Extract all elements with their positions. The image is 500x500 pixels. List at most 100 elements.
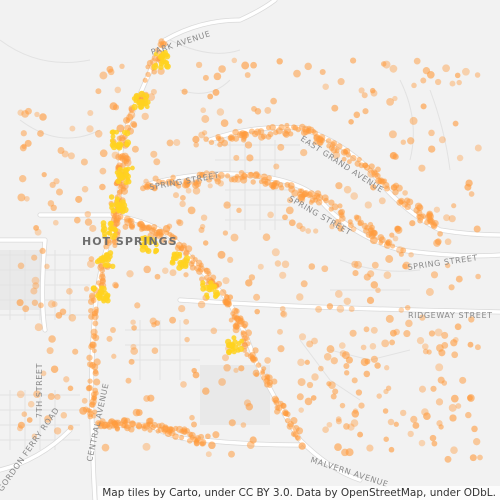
incident-dot: [37, 130, 44, 137]
incident-dot: [16, 390, 25, 399]
incident-dot: [275, 127, 283, 135]
incident-dot: [185, 187, 192, 194]
incident-dot: [367, 227, 374, 233]
incident-dot: [362, 162, 368, 169]
incident-dot: [306, 381, 314, 389]
incident-dot: [223, 201, 231, 209]
incident-dot: [147, 394, 155, 402]
incident-dot: [130, 347, 139, 355]
incident-dot: [336, 305, 345, 313]
incident-dot: [253, 293, 261, 301]
incident-dot: [92, 310, 99, 317]
incident-dot: [183, 272, 189, 278]
incident-dot: [158, 64, 164, 71]
incident-dot: [363, 273, 371, 281]
incident-dot: [300, 148, 308, 157]
incident-dot: [160, 237, 167, 243]
incident-dot: [252, 171, 260, 180]
incident-dot: [131, 122, 138, 129]
incident-dot: [383, 271, 392, 280]
incident-dot: [351, 377, 358, 384]
incident-dot: [80, 158, 88, 166]
incident-dot: [435, 238, 442, 245]
incident-dot: [288, 131, 294, 137]
incident-dot: [455, 275, 463, 283]
incident-dot: [244, 72, 251, 78]
incident-dot: [330, 140, 338, 147]
incident-dot: [462, 67, 470, 76]
incident-dot: [468, 316, 475, 323]
incident-dot: [49, 181, 56, 189]
incident-dot: [363, 326, 370, 333]
incident-dot: [187, 206, 196, 215]
incident-dot: [261, 375, 267, 381]
incident-dot: [267, 211, 274, 219]
incident-dot: [34, 228, 42, 236]
incident-dot: [264, 106, 272, 114]
incident-dot: [278, 185, 285, 191]
incident-dot: [99, 267, 106, 274]
incident-dot: [400, 139, 406, 145]
incident-dot: [174, 244, 182, 252]
incident-dot: [409, 116, 418, 125]
map-attribution: Map tiles by Carto, under CC BY 3.0. Dat…: [98, 486, 500, 500]
incident-dot: [448, 284, 455, 291]
incident-dot: [335, 418, 342, 425]
incident-dot: [240, 422, 247, 428]
incident-dot: [284, 418, 291, 424]
incident-dot: [230, 347, 236, 352]
incident-dot: [402, 261, 411, 270]
incident-dot: [356, 156, 362, 162]
incident-dot: [40, 370, 47, 377]
incident-dot: [361, 92, 368, 99]
incident-dot: [50, 365, 59, 373]
incident-dot: [19, 175, 27, 183]
incident-dot: [444, 238, 452, 246]
incident-dot: [228, 134, 235, 141]
incident-dot: [47, 300, 56, 308]
incident-dot: [101, 443, 110, 452]
incident-dot: [21, 110, 29, 118]
incident-dot: [130, 319, 136, 325]
incident-dot: [94, 293, 100, 299]
incident-dot: [389, 232, 395, 238]
incident-dot: [362, 108, 369, 115]
incident-dot: [210, 283, 218, 290]
incident-dot: [438, 424, 444, 430]
incident-dot: [90, 285, 97, 292]
incident-dot: [126, 270, 134, 278]
incident-dot: [113, 283, 119, 289]
incident-dot: [319, 68, 326, 76]
incident-dot: [99, 71, 108, 80]
incident-dot: [370, 281, 379, 289]
incident-dot: [277, 143, 285, 151]
incident-dot: [437, 376, 445, 384]
incident-dot: [137, 99, 144, 106]
incident-dot: [304, 397, 313, 406]
incident-dot: [239, 338, 244, 344]
incident-dot: [304, 359, 310, 365]
incident-dot: [169, 259, 176, 266]
incident-dot: [20, 130, 27, 137]
incident-dot: [250, 61, 257, 69]
incident-dot: [252, 369, 260, 377]
incident-dot: [140, 223, 146, 229]
incident-dot: [162, 224, 171, 233]
incident-dot: [181, 426, 188, 433]
incident-dot: [381, 339, 390, 348]
incident-dot: [99, 167, 107, 175]
incident-dot: [63, 376, 70, 383]
incident-dot: [67, 424, 74, 431]
incident-dot: [92, 409, 98, 415]
incident-dot: [392, 182, 400, 189]
incident-dot: [34, 111, 40, 118]
incident-dot: [224, 294, 230, 300]
incident-dot: [339, 350, 347, 357]
incident-dot: [261, 176, 269, 184]
incident-dot: [125, 177, 131, 182]
incident-dot: [111, 353, 117, 359]
incident-dot: [208, 170, 216, 178]
incident-dot: [236, 207, 242, 214]
incident-dot: [270, 184, 276, 190]
